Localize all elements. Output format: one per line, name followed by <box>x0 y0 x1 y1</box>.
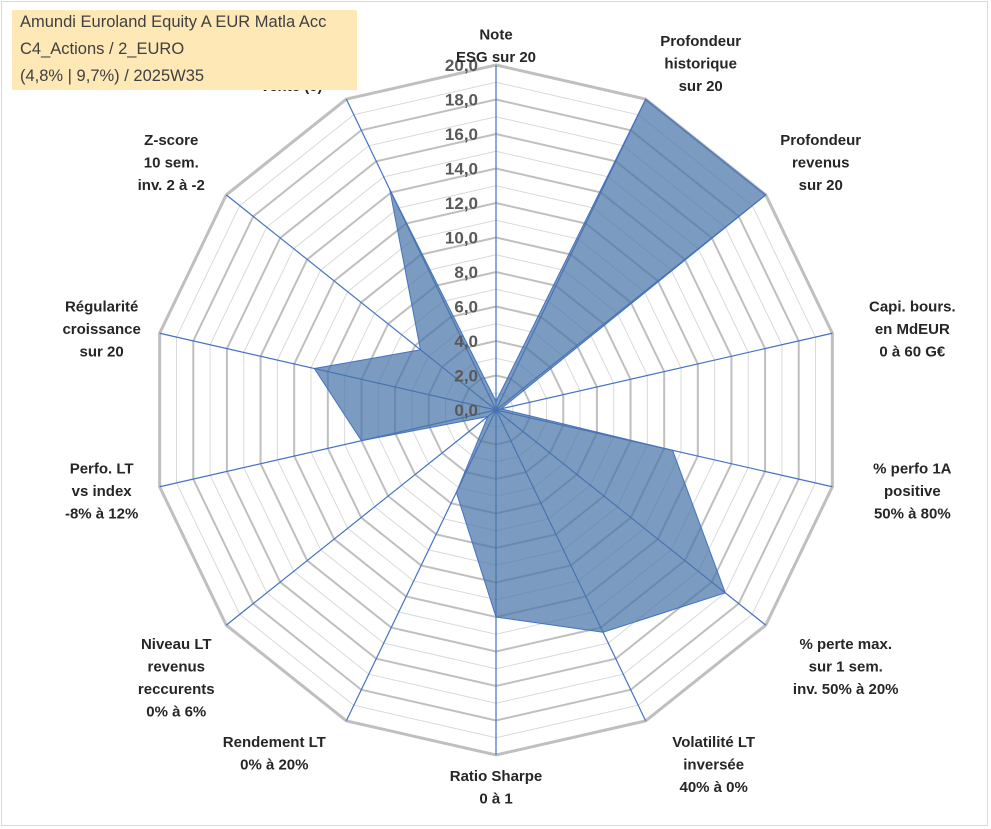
tick-label: 18,0 <box>445 91 478 110</box>
radial-tick-labels: 0,0 2,0 4,0 6,0 8,0 10,0 12,0 14,0 16,0 18,0 20,0 <box>445 56 478 420</box>
axis-label-line: 10 sem. <box>144 154 199 171</box>
axis-label-line: 0% à 20% <box>240 756 308 773</box>
axis-label-line: inversée <box>683 756 744 773</box>
axis-label-line: vs index <box>72 483 133 500</box>
fund-performance-week: (4,8% | 9,7%) / 2025W35 <box>20 67 205 85</box>
axis-spoke <box>225 409 497 626</box>
axis-label-0: Note ESG sur 20 <box>456 27 536 67</box>
axis-label-3: Capi. bours. en MdEUR 0 à 60 G€ <box>869 299 956 361</box>
axis-label-line: Z-score <box>144 132 198 149</box>
axis-label-6: Volatilité LT inversée 40% à 0% <box>672 734 755 796</box>
axis-label-line: 0% à 6% <box>146 704 206 721</box>
axis-label-line: % perte max. <box>799 636 892 653</box>
fund-category: C4_Actions / 2_EURO <box>20 40 185 58</box>
axis-label-line: inv. 2 à -2 <box>138 177 205 194</box>
tick-label: 14,0 <box>445 160 478 179</box>
axis-label-9: Niveau LT revenus reccurents 0% à 6% <box>138 636 215 721</box>
axis-label-line: % perfo 1A <box>873 460 952 477</box>
axis-label-line: Régularité <box>65 299 138 316</box>
axis-label-2: Profondeur revenus sur 20 <box>780 132 861 194</box>
axis-label-line: Profondeur <box>780 132 861 149</box>
tick-label: 6,0 <box>454 298 478 317</box>
axis-label-line: croissance <box>62 321 140 338</box>
axis-label-5: % perte max. sur 1 sem. inv. 50% à 20% <box>793 636 899 698</box>
radar-series <box>313 98 767 633</box>
axis-label-line: 0 à 1 <box>479 791 512 808</box>
axis-label-line: 0 à 60 G€ <box>879 344 946 361</box>
axis-label-line: historique <box>664 56 737 73</box>
axis-label-line: positive <box>884 483 941 500</box>
axis-label-line: sur 20 <box>80 344 124 361</box>
axis-label-line: Profondeur <box>660 33 741 50</box>
tick-label: 2,0 <box>454 367 478 386</box>
axis-label-line: sur 20 <box>679 78 723 95</box>
axis-label-line: 40% à 0% <box>679 779 747 796</box>
axis-label-line: revenus <box>147 659 205 676</box>
axis-label-line: sur 20 <box>799 177 843 194</box>
axis-label-1: Profondeur historique sur 20 <box>660 33 741 95</box>
axis-label-line: Niveau LT <box>141 636 212 653</box>
axis-label-line: -8% à 12% <box>65 505 138 522</box>
fund-name: Amundi Euroland Equity A EUR Matla Acc <box>20 13 327 31</box>
tick-label: 12,0 <box>445 194 478 213</box>
axis-label-7: Ratio Sharpe 0 à 1 <box>450 768 543 808</box>
axis-label-line: 50% à 80% <box>874 505 951 522</box>
axis-spoke <box>495 332 833 411</box>
axis-label-10: Perfo. LT vs index -8% à 12% <box>65 460 138 522</box>
axis-label-4: % perfo 1A positive 50% à 80% <box>873 460 952 522</box>
tick-label: 20,0 <box>445 56 478 75</box>
axis-label-line: reccurents <box>138 681 215 698</box>
tick-label: 4,0 <box>454 332 478 351</box>
axis-label-line: en MdEUR <box>875 321 950 338</box>
axis-label-line: Perfo. LT <box>70 460 134 477</box>
axis-label-line: Capi. bours. <box>869 299 956 316</box>
axis-label-line: Note <box>479 27 512 44</box>
axis-label-line: sur 1 sem. <box>809 659 883 676</box>
axis-label-12: Z-score 10 sem. inv. 2 à -2 <box>138 132 205 194</box>
tick-label: 16,0 <box>445 125 478 144</box>
tick-label: 8,0 <box>454 263 478 282</box>
tick-label: 10,0 <box>445 229 478 248</box>
axis-label-line: Volatilité LT <box>672 734 755 751</box>
axis-label-line: inv. 50% à 20% <box>793 681 899 698</box>
fund-title-box: Amundi Euroland Equity A EUR Matla Acc C… <box>12 10 357 90</box>
axis-label-line: Rendement LT <box>223 734 326 751</box>
axis-label-line: Ratio Sharpe <box>450 768 543 785</box>
tick-label: 0,0 <box>454 401 478 420</box>
series-area <box>313 98 767 633</box>
axis-label-11: Régularité croissance sur 20 <box>62 299 140 361</box>
axis-label-line: revenus <box>792 154 850 171</box>
axis-label-line: ESG sur 20 <box>456 49 536 66</box>
axis-label-8: Rendement LT 0% à 20% <box>223 734 326 774</box>
